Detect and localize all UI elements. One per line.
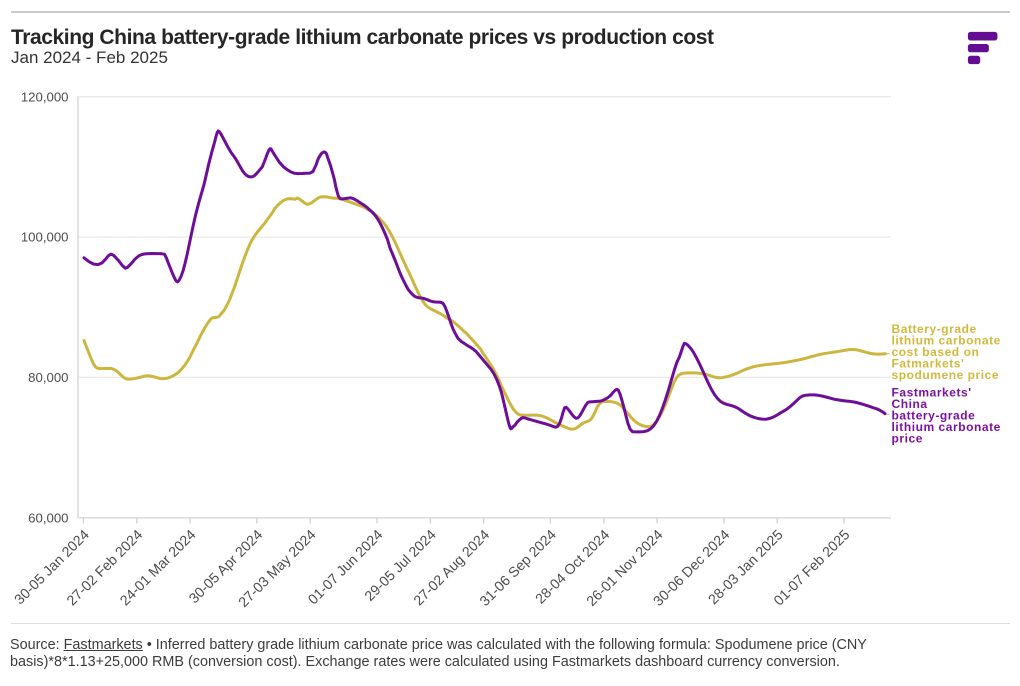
svg-text:spodumene price: spodumene price <box>892 368 1000 382</box>
svg-text:China: China <box>892 397 928 411</box>
svg-text:100,000: 100,000 <box>21 230 69 245</box>
svg-text:80,000: 80,000 <box>28 370 68 385</box>
svg-text:Fatmarkets': Fatmarkets' <box>892 357 965 371</box>
svg-text:60,000: 60,000 <box>28 510 68 525</box>
svg-text:lithium carbonate: lithium carbonate <box>892 333 1001 347</box>
svg-text:price: price <box>892 432 923 446</box>
svg-text:battery-grade: battery-grade <box>892 409 976 423</box>
svg-text:120,000: 120,000 <box>21 89 69 104</box>
svg-text:Battery-grade: Battery-grade <box>892 322 977 336</box>
svg-text:lithium carbonate: lithium carbonate <box>892 420 1001 434</box>
svg-text:Fastmarkets': Fastmarkets' <box>892 385 972 399</box>
svg-text:cost based on: cost based on <box>892 345 980 359</box>
